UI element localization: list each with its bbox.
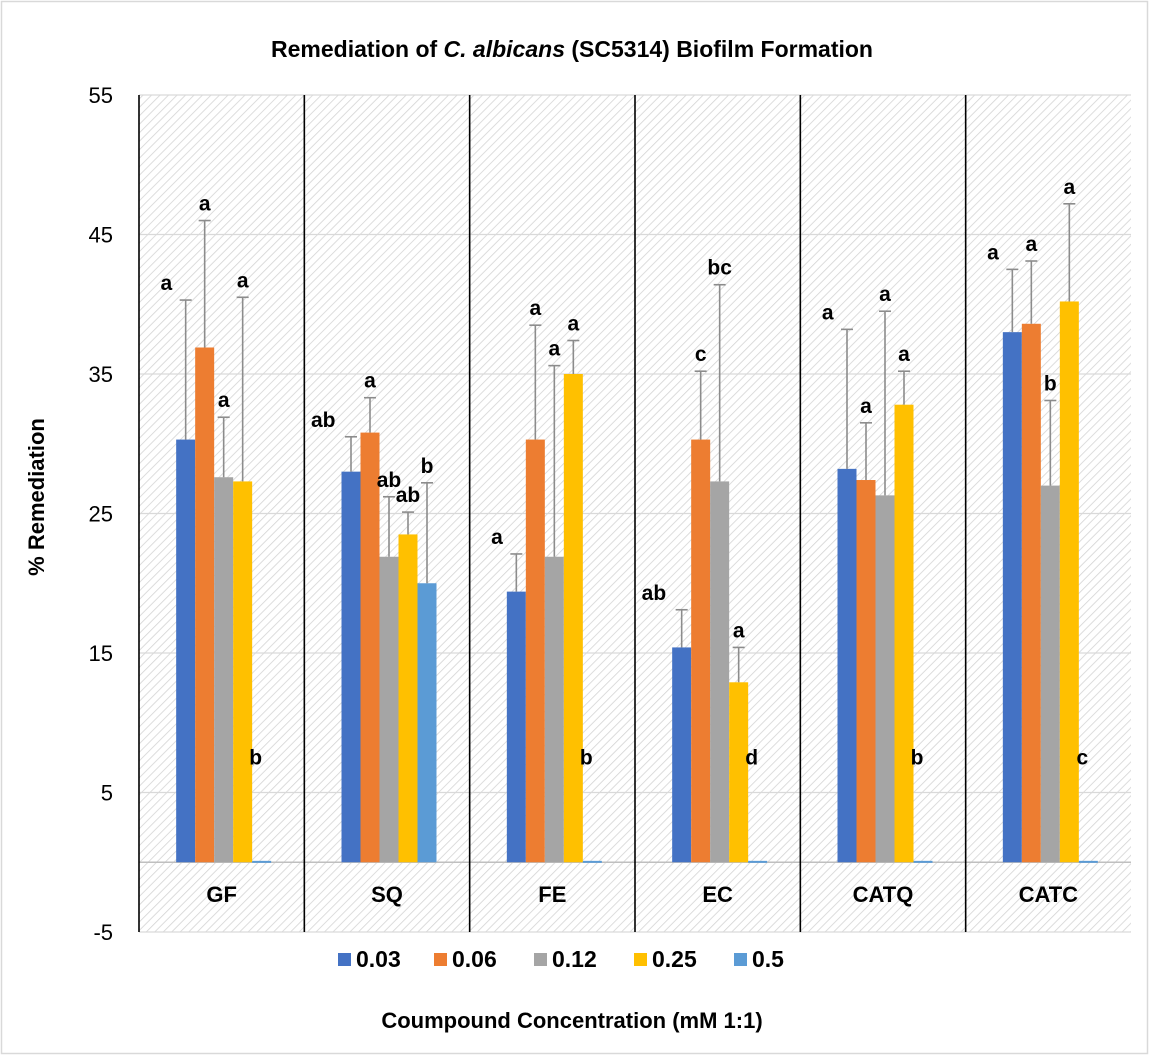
- significance-label: a: [567, 313, 579, 336]
- bar: [1078, 860, 1098, 863]
- bar: [1021, 323, 1041, 863]
- significance-label: ab: [396, 484, 421, 507]
- bar: [252, 860, 272, 863]
- category-labels: GF SQ FE EC CATQ CATC: [206, 882, 1078, 907]
- bar: [1059, 301, 1079, 863]
- bar: [417, 583, 437, 863]
- significance-label: b: [1044, 373, 1057, 396]
- bar: [672, 647, 692, 863]
- bar: [710, 481, 730, 863]
- bar: [195, 347, 215, 863]
- category-label: EC: [702, 882, 733, 907]
- y-axis-ticks: 55 45 35 25 15 5 -5: [89, 83, 113, 945]
- bar: [582, 860, 602, 863]
- significance-label: c: [1076, 747, 1088, 770]
- bars: [176, 301, 1098, 863]
- legend-swatch: [534, 953, 547, 966]
- bar: [691, 439, 711, 863]
- bar: [563, 374, 583, 863]
- y-tick-label: 35: [89, 362, 113, 387]
- bar: [525, 439, 545, 863]
- legend-label: 0.12: [552, 946, 597, 972]
- y-tick-label: 55: [89, 83, 113, 108]
- significance-label: ab: [642, 582, 667, 605]
- bar: [875, 495, 895, 863]
- significance-label: a: [1025, 233, 1037, 256]
- legend-label: 0.5: [752, 946, 784, 972]
- y-tick-label: 5: [101, 781, 113, 806]
- y-tick-label: 25: [89, 502, 113, 527]
- significance-label: a: [822, 301, 834, 324]
- significance-label: b: [580, 747, 593, 770]
- category-label: GF: [206, 882, 237, 907]
- bar: [544, 556, 564, 863]
- category-label: CATC: [1019, 882, 1079, 907]
- bar: [837, 468, 857, 863]
- category-label: CATQ: [853, 882, 914, 907]
- bar: [729, 682, 749, 863]
- category-label: FE: [538, 882, 566, 907]
- bar: [748, 860, 768, 863]
- significance-label: bc: [707, 257, 732, 280]
- y-tick-label: -5: [93, 920, 113, 945]
- significance-label: a: [491, 526, 503, 549]
- y-axis-title: % Remediation: [24, 418, 49, 576]
- significance-label: a: [879, 283, 891, 306]
- bar: [176, 439, 196, 863]
- bar: [1040, 485, 1060, 863]
- bar: [341, 471, 361, 863]
- significance-label: a: [1063, 176, 1075, 199]
- legend-swatch: [434, 953, 447, 966]
- legend-swatch: [734, 953, 747, 966]
- significance-label: a: [987, 241, 999, 264]
- significance-label: a: [733, 619, 745, 642]
- bar: [360, 432, 380, 863]
- significance-label: a: [898, 343, 910, 366]
- legend-label: 0.03: [356, 946, 401, 972]
- significance-label: a: [548, 338, 560, 361]
- significance-label: b: [911, 747, 924, 770]
- chart-title: Remediation of C. albicans (SC5314) Biof…: [271, 36, 873, 62]
- bar: [894, 404, 914, 863]
- legend-swatch: [338, 953, 351, 966]
- significance-label: a: [237, 269, 249, 292]
- significance-label: a: [364, 370, 376, 393]
- significance-label: ab: [311, 409, 336, 432]
- bar: [856, 480, 876, 863]
- significance-label: a: [529, 297, 541, 320]
- y-tick-label: 15: [89, 641, 113, 666]
- y-tick-label: 45: [89, 223, 113, 248]
- significance-label: ab: [377, 469, 402, 492]
- error-bars: [179, 203, 1076, 683]
- significance-label: a: [199, 193, 211, 216]
- significance-label: a: [218, 389, 230, 412]
- legend: 0.03 0.06 0.12 0.25 0.5: [338, 946, 784, 972]
- category-separators: [138, 95, 967, 932]
- x-axis-title: Coumpound Concentration (mM 1:1): [381, 1008, 762, 1033]
- bar: [1002, 332, 1022, 863]
- bar: [506, 591, 526, 863]
- significance-label: b: [249, 747, 262, 770]
- category-label: SQ: [371, 882, 403, 907]
- bar: [913, 860, 933, 863]
- legend-label: 0.06: [452, 946, 497, 972]
- legend-swatch: [634, 953, 647, 966]
- bar: [233, 481, 253, 863]
- bar: [398, 534, 418, 863]
- bar: [379, 556, 399, 863]
- significance-label: b: [421, 455, 434, 478]
- legend-label: 0.25: [652, 946, 697, 972]
- bar: [214, 477, 234, 863]
- significance-label: a: [160, 272, 172, 295]
- significance-label: a: [860, 395, 872, 418]
- significance-label: c: [695, 343, 707, 366]
- significance-label: d: [745, 747, 758, 770]
